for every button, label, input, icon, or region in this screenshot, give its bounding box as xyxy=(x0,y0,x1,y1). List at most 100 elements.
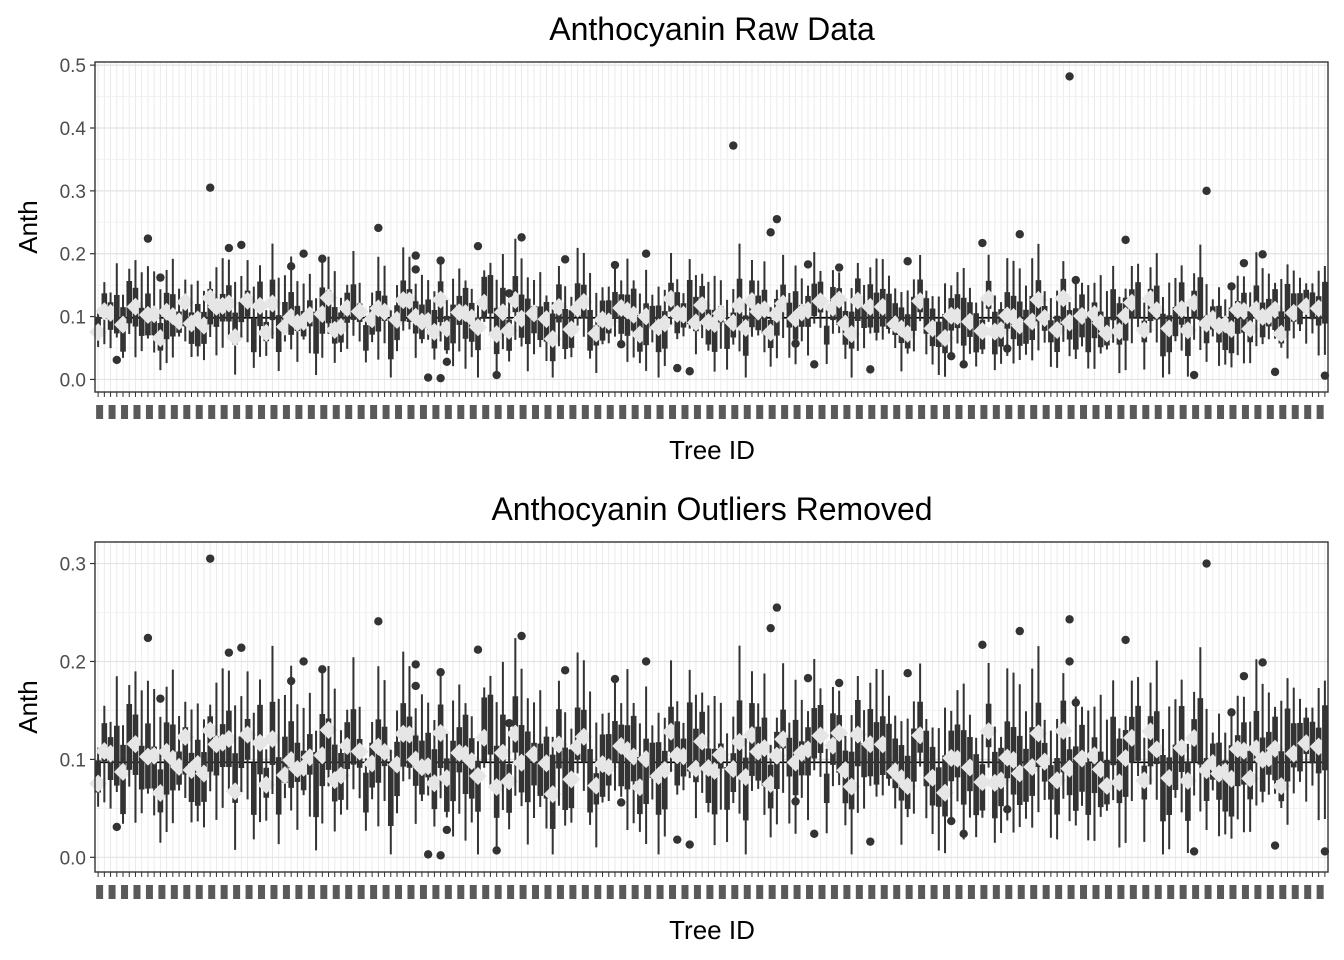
box-26 xyxy=(250,712,257,840)
mean-marker xyxy=(1147,740,1166,759)
outlier-point xyxy=(156,273,165,282)
box-72 xyxy=(537,272,544,348)
outlier-point xyxy=(436,256,445,265)
y-tick-label: 0.0 xyxy=(60,848,86,869)
outlier-point xyxy=(517,631,526,641)
x-tick-label-mark xyxy=(1055,405,1063,419)
mean-marker xyxy=(973,773,992,792)
box-67 xyxy=(500,291,519,362)
x-tick-label-mark xyxy=(1241,405,1249,419)
box-156 xyxy=(1054,261,1073,342)
outlier-point xyxy=(729,141,738,150)
box-6 xyxy=(126,684,133,787)
outlier-point xyxy=(1227,282,1236,291)
x-tick-label-mark xyxy=(332,405,340,419)
x-tick-label-mark xyxy=(693,405,701,419)
box-163 xyxy=(1097,719,1116,811)
outlier-point xyxy=(206,183,215,192)
y-axis-label: Anth xyxy=(13,200,43,254)
x-tick-label-mark xyxy=(320,405,328,419)
x-tick-label-mark xyxy=(1229,405,1237,419)
box-body xyxy=(786,302,793,328)
mean-marker xyxy=(500,321,519,340)
x-tick-label-mark xyxy=(220,405,228,419)
x-tick-label-mark xyxy=(1055,885,1063,899)
x-tick-label-mark xyxy=(793,405,801,419)
x-tick-label-mark xyxy=(1266,405,1274,419)
x-tick-label-mark xyxy=(893,885,901,899)
x-tick-label-mark xyxy=(1030,885,1038,899)
box-194 xyxy=(1297,698,1303,782)
x-tick-label-mark xyxy=(992,885,1000,899)
box-112 xyxy=(786,292,793,358)
x-tick-label-band xyxy=(96,885,1324,899)
mean-marker xyxy=(574,293,593,312)
mean-marker xyxy=(848,291,867,310)
x-tick-label-mark xyxy=(743,405,751,419)
box-23 xyxy=(226,281,245,375)
box-body xyxy=(113,294,120,334)
box-117 xyxy=(811,688,830,777)
x-tick-label-mark xyxy=(1291,885,1299,899)
x-tick-label-mark xyxy=(507,405,515,419)
box-body xyxy=(450,304,456,344)
box-body xyxy=(911,296,917,331)
outlier-point xyxy=(473,645,483,654)
x-tick-label-mark xyxy=(1279,885,1287,899)
box-65 xyxy=(487,702,506,855)
x-tick-label-mark xyxy=(793,885,801,899)
mean-marker xyxy=(1048,771,1067,790)
x-tick-label-mark xyxy=(1254,405,1262,419)
mean-marker xyxy=(562,320,581,339)
outlier-point xyxy=(1015,230,1024,239)
box-body xyxy=(512,696,519,753)
mean-marker xyxy=(979,289,998,308)
x-tick-label-mark xyxy=(644,885,652,899)
y-tick-label: 0.2 xyxy=(60,652,86,673)
x-tick-label-mark xyxy=(1316,885,1324,899)
box-155 xyxy=(1048,719,1067,840)
x-tick-label-mark xyxy=(1217,885,1225,899)
box-body xyxy=(113,725,120,786)
x-tick-label-mark xyxy=(943,405,951,419)
x-tick-label-mark xyxy=(1030,405,1038,419)
x-tick-label-mark xyxy=(494,405,502,419)
x-tick-label-mark xyxy=(282,885,290,899)
box-80 xyxy=(587,273,593,359)
box-body xyxy=(126,280,133,324)
x-tick-label-mark xyxy=(943,885,951,899)
outlier-point xyxy=(617,340,626,349)
outlier-point xyxy=(504,289,514,298)
box-body xyxy=(250,318,257,353)
x-tick-label-mark xyxy=(1129,885,1137,899)
box-27 xyxy=(251,265,270,357)
box-143 xyxy=(973,300,992,355)
box-168 xyxy=(1135,263,1141,328)
y-tick-label: 0.1 xyxy=(60,750,86,771)
box-body xyxy=(923,730,930,787)
outlier-point xyxy=(1320,371,1330,380)
box-body xyxy=(1222,317,1229,351)
box-body xyxy=(935,321,942,347)
y-tick-label: 0.3 xyxy=(60,182,86,203)
outlier-point xyxy=(791,339,800,348)
outlier-point xyxy=(1239,671,1249,681)
box-29 xyxy=(263,243,282,339)
boxes xyxy=(89,638,1328,855)
mean-marker xyxy=(226,782,245,801)
outlier-point xyxy=(803,673,813,683)
mean-marker xyxy=(468,318,487,337)
box-body xyxy=(724,767,730,810)
x-tick-label-mark xyxy=(170,885,178,899)
mean-marker xyxy=(1097,776,1116,795)
box-body xyxy=(1160,754,1166,822)
mean-marker xyxy=(1135,321,1154,340)
outlier-point xyxy=(436,373,445,383)
mean-marker xyxy=(1054,721,1073,740)
box-186 xyxy=(1241,292,1260,364)
y-tick-label: 0.5 xyxy=(60,56,86,77)
x-tick-label-mark xyxy=(868,405,876,419)
box-8 xyxy=(138,690,145,814)
box-body xyxy=(649,305,656,329)
box-body xyxy=(823,325,830,345)
